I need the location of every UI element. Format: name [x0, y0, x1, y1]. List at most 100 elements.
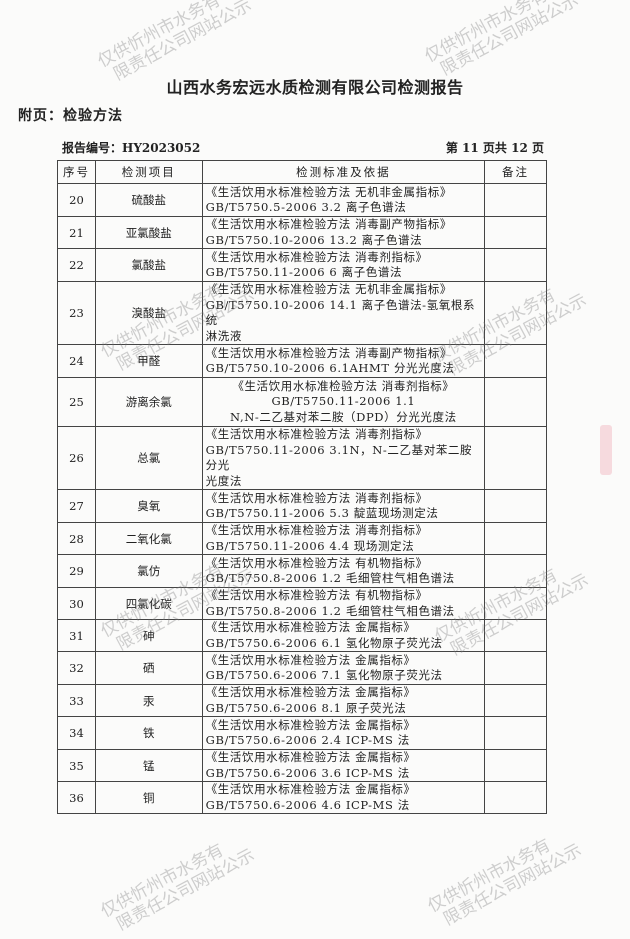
standard-line: 《生活饮用水标准检验方法 消毒副产物指标》: [205, 217, 452, 231]
row-note: [484, 651, 547, 685]
row-standard: 《生活饮用水标准检验方法 无机非金属指标》 GB/T5750.5-2006 3.2…: [201, 183, 486, 217]
table-row: 30 四氯化碳 《生活饮用水标准检验方法 有机物指标》 GB/T5750.8-2006…: [57, 587, 547, 620]
standard-line: GB/T5750.10-2006 6.1AHMT 分光光度法: [205, 361, 455, 375]
row-standard: 《生活饮用水标准检验方法 消毒副产物指标》 GB/T5750.10-2006 13…: [201, 216, 486, 249]
row-seq: 27: [57, 489, 96, 523]
row-standard: 《生活饮用水标准检验方法 消毒剂指标》 GB/T5750.11-2006 4.4 …: [201, 522, 486, 555]
table-row: 32 硒《生活饮用水标准检验方法 金属指标》 GB/T5750.6-2006 7.1…: [57, 651, 547, 685]
standard-line: 《生活饮用水标准检验方法 金属指标》: [205, 782, 416, 796]
row-note: [484, 619, 547, 652]
row-standard: 《生活饮用水标准检验方法 无机非金属指标》 GB/T5750.10-2006 14…: [201, 281, 486, 345]
standard-line: GB/T5750.5-2006 3.2 离子色谱法: [205, 200, 407, 214]
row-standard: 《生活饮用水标准检验方法 消毒剂指标》 GB/T5750.11-2006 3.1N…: [201, 426, 486, 490]
row-note: [484, 248, 547, 282]
row-note: [484, 426, 547, 490]
table-row: 26 总氯 《生活饮用水标准检验方法 消毒剂指标》 GB/T5750.11-2006 …: [57, 426, 547, 490]
standard-line: 《生活饮用水标准检验方法 金属指标》: [205, 620, 416, 634]
col-note: 备注: [484, 160, 547, 184]
table-row: 25 游离余氯 《生活饮用水标准检验方法 消毒剂指标》 GB/T5750.11-200…: [57, 377, 547, 427]
row-item: 游离余氯: [94, 377, 203, 427]
row-item: 甲醛: [94, 344, 203, 378]
standard-line: GB/T5750.11-2006 3.1N，N-二乙基对苯二胺分光: [205, 442, 473, 473]
col-item: 检测项目: [94, 160, 203, 184]
standard-line: GB/T5750.11-2006 4.4 现场测定法: [205, 538, 415, 553]
standard-line: 光度法: [205, 473, 242, 488]
standard-line: 《生活饮用水标准检验方法 金属指标》: [205, 717, 416, 732]
standard-line: 《生活饮用水标准检验方法 有机物指标》: [205, 555, 428, 570]
standard-line: GB/T5750.6-2006 8.1 原子荧光法: [205, 700, 407, 715]
standard-line: 《生活饮用水标准检验方法 金属指标》: [205, 750, 416, 764]
standard-line: GB/T5750.6-2006 2.4 ICP-MS 法: [205, 733, 410, 747]
row-item: 四氯化碳: [94, 587, 203, 620]
row-seq: 36: [57, 781, 96, 814]
row-standard: 《生活饮用水标准检验方法 消毒剂指标》 GB/T5750.11-2006 6 离子…: [201, 248, 486, 282]
report-title: 山西水务宏远水质检测有限公司检测报告: [166, 78, 464, 97]
watermark-line: 限责任公司网站公示: [113, 845, 258, 935]
row-item: 硒: [94, 651, 203, 685]
table-row: 28 二氧化氯 《生活饮用水标准检验方法 消毒剂指标》 GB/T5750.11-200…: [57, 522, 547, 555]
watermark: 仅供忻州市水务有 限责任公司网站公示: [98, 829, 258, 938]
watermark: 仅供忻州市水务有 限责任公司网站公示: [422, 0, 582, 84]
row-seq: 31: [57, 619, 96, 652]
watermark-line: 仅供忻州市水务有: [424, 835, 555, 917]
row-seq: 35: [57, 749, 96, 782]
standard-line: GB/T5750.10-2006 13.2 离子色谱法: [205, 232, 423, 247]
row-note: [484, 344, 547, 378]
row-item: 亚氯酸盐: [94, 216, 203, 249]
row-note: [484, 716, 547, 750]
row-item: 铜: [94, 781, 203, 814]
row-standard: 《生活饮用水标准检验方法 金属指标》 GB/T5750.6-2006 8.1 原子…: [201, 684, 486, 717]
row-standard: 《生活饮用水标准检验方法 有机物指标》 GB/T5750.8-2006 1.2 毛…: [201, 554, 486, 588]
table-row: 27 臭氧 《生活饮用水标准检验方法 消毒剂指标》 GB/T5750.11-2006 …: [57, 489, 547, 523]
row-standard: 《生活饮用水标准检验方法 金属指标》 GB/T5750.6-2006 4.6 IC…: [201, 781, 486, 814]
seal-fragment: [600, 425, 612, 475]
standard-line: GB/T5750.8-2006 1.2 毛细管柱气相色谱法: [205, 603, 455, 618]
row-note: [484, 684, 547, 717]
row-item: 臭氧: [94, 489, 203, 523]
standard-line: 《生活饮用水标准检验方法 消毒剂指标》: [232, 378, 455, 393]
table-row: 24 甲醛 《生活饮用水标准检验方法 消毒副产物指标》 GB/T5750.10-200…: [57, 344, 547, 378]
row-standard: 《生活饮用水标准检验方法 消毒剂指标》 GB/T5750.11-2006 1.1 N…: [201, 377, 486, 427]
standard-line: 《生活饮用水标准检验方法 金属指标》: [205, 652, 416, 667]
col-seq: 序号: [57, 160, 96, 184]
row-seq: 32: [57, 651, 96, 685]
page-info: 第 11 页共 12 页: [445, 141, 544, 155]
row-seq: 21: [57, 216, 96, 249]
standard-line: GB/T5750.6-2006 3.6 ICP-MS 法: [205, 765, 410, 780]
row-note: [484, 522, 547, 555]
standard-line: 淋洗液: [205, 328, 242, 343]
row-seq: 25: [57, 377, 96, 427]
row-note: [484, 749, 547, 782]
table-row: 34 铁《生活饮用水标准检验方法 金属指标》 GB/T5750.6-2006 2.4…: [57, 716, 547, 750]
row-note: [484, 216, 547, 249]
table-row: 35 锰《生活饮用水标准检验方法 金属指标》 GB/T5750.6-2006 3.6…: [57, 749, 547, 782]
row-note: [484, 781, 547, 814]
standard-line: 《生活饮用水标准检验方法 无机非金属指标》: [205, 282, 452, 296]
row-standard: 《生活饮用水标准检验方法 金属指标》 GB/T5750.6-2006 2.4 IC…: [201, 716, 486, 750]
row-seq: 33: [57, 684, 96, 717]
appendix-heading: 附页：检验方法: [18, 108, 123, 124]
row-seq: 30: [57, 587, 96, 620]
standard-line: GB/T5750.11-2006 1.1: [271, 394, 416, 409]
table-row: 29 氯仿 《生活饮用水标准检验方法 有机物指标》 GB/T5750.8-2006 1…: [57, 554, 547, 588]
table-row: 20 硫酸盐 《生活饮用水标准检验方法 无机非金属指标》 GB/T5750.5-200…: [57, 183, 547, 217]
table-row: 31 砷《生活饮用水标准检验方法 金属指标》 GB/T5750.6-2006 6.1…: [57, 619, 547, 652]
standard-line: 《生活饮用水标准检验方法 消毒剂指标》: [205, 523, 428, 537]
row-standard: 《生活饮用水标准检验方法 消毒剂指标》 GB/T5750.11-2006 5.3 …: [201, 489, 486, 523]
row-seq: 26: [57, 426, 96, 490]
row-note: [484, 587, 547, 620]
row-seq: 23: [57, 281, 96, 345]
table-row: 36 铜《生活饮用水标准检验方法 金属指标》 GB/T5750.6-2006 4.6…: [57, 781, 547, 814]
standard-line: GB/T5750.11-2006 5.3 靛蓝现场测定法: [205, 506, 439, 520]
standard-line: 《生活饮用水标准检验方法 金属指标》: [205, 685, 416, 699]
table-row: 21 亚氯酸盐 《生活饮用水标准检验方法 消毒副产物指标》 GB/T5750.10-2…: [57, 216, 547, 249]
standard-line: 《生活饮用水标准检验方法 消毒剂指标》: [205, 490, 428, 505]
row-seq: 34: [57, 716, 96, 750]
row-note: [484, 489, 547, 523]
row-item: 氯酸盐: [94, 248, 203, 282]
row-item: 二氧化氯: [94, 522, 203, 555]
methods-table: 序号 检测项目 检测标准及依据 备注 20 硫酸盐 《生活饮用水标准检验方法 无机非…: [57, 160, 547, 814]
row-seq: 28: [57, 522, 96, 555]
row-standard: 《生活饮用水标准检验方法 金属指标》 GB/T5750.6-2006 3.6 IC…: [201, 749, 486, 782]
row-note: [484, 281, 547, 345]
